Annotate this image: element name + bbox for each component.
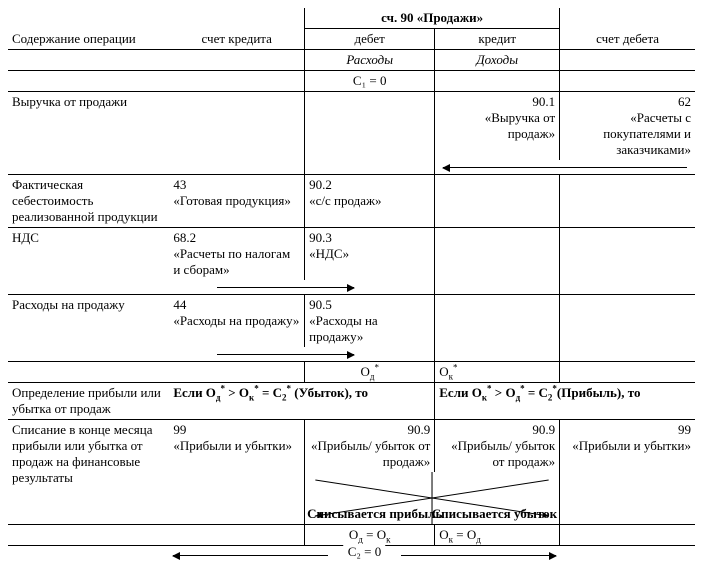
c2-zero: С₂ = 0 <box>344 544 386 560</box>
vat-credit-name: «Расчеты по налогам и сборам» <box>173 246 290 277</box>
vat-credit-num: 68.2 <box>173 230 196 245</box>
cost-credit-name: «Готовая продукция» <box>173 193 291 208</box>
row-writeoff: Списание в конце месяца прибыли или убыт… <box>8 420 695 473</box>
row-revenue: Выручка от продажи 90.1 «Выручка от прод… <box>8 92 695 161</box>
revenue-debit-acct-num: 62 <box>678 94 691 109</box>
op-cost: Фактическая себестоимость реализованной … <box>8 175 169 228</box>
expenses-label: Расходы <box>305 50 435 71</box>
revenue-debit-acct-name: «Расчеты с покупателями и заказчиками» <box>603 110 691 157</box>
op-sellexp: Расходы на продажу <box>8 295 169 348</box>
row-footer-eq: Oд = Oк Oк = Oд <box>8 525 695 546</box>
accounting-table: сч. 90 «Продажи» Содержание операции сче… <box>8 8 695 564</box>
col-debit: дебет <box>305 29 435 50</box>
op-vat: НДС <box>8 228 169 281</box>
op-revenue: Выручка от продажи <box>8 92 169 161</box>
writeoff-credit-name2: «Прибыль/ убыток от продаж» <box>451 438 555 469</box>
writeoff-credit-name: «Прибыли и убытки» <box>173 438 292 453</box>
revenue-credit-name: «Выручка от продаж» <box>485 110 555 141</box>
writeoff-debit-name: «Прибыль/ убыток от продаж» <box>311 438 430 469</box>
col-credit-acct: счет кредита <box>169 29 304 50</box>
col-operation: Содержание операции <box>8 29 169 50</box>
vat-debit-name: «НДС» <box>309 246 349 261</box>
account-title: сч. 90 «Продажи» <box>305 8 560 29</box>
writeoff-debit-acct-num: 99 <box>678 422 691 437</box>
income-label: Доходы <box>435 50 560 71</box>
writeoff-credit-sub2: 90.9 <box>532 422 555 437</box>
loss-condition: Если Oд* > Oк* = С2* (Убыток), то <box>169 383 434 420</box>
row-sell-exp: Расходы на продажу 44 «Расходы на продаж… <box>8 295 695 348</box>
row-cost: Фактическая себестоимость реализованной … <box>8 175 695 228</box>
row-profit-det: Определение прибыли или убытка от продаж… <box>8 383 695 420</box>
op-writeoff: Списание в конце месяца прибыли или убыт… <box>8 420 169 525</box>
header-row-2: Содержание операции счет кредита дебет к… <box>8 29 695 50</box>
writeoff-credit-num: 99 <box>173 422 186 437</box>
op-profit-det: Определение прибыли или убытка от продаж <box>8 383 169 420</box>
cost-credit-num: 43 <box>173 177 186 192</box>
profit-condition: Если Oк* > Oд* = С2*(Прибыль), то <box>435 383 695 420</box>
col-debit-acct: счет дебета <box>560 29 695 50</box>
writeoff-debit-acct-name: «Прибыли и убытки» <box>572 438 691 453</box>
write-loss-label: Списывается убыток <box>432 506 557 522</box>
row-vat: НДС 68.2 «Расчеты по налогам и сборам» 9… <box>8 228 695 281</box>
header-row-1: сч. 90 «Продажи» <box>8 8 695 29</box>
sellexp-credit-name: «Расходы на продажу» <box>173 313 299 328</box>
sellexp-debit-sub: 90.5 <box>309 297 332 312</box>
header-row-3: Расходы Доходы <box>8 50 695 71</box>
row-turnover: Oд* Oк* <box>8 362 695 383</box>
row-c2: С₂ = 0 <box>8 546 695 565</box>
cost-debit-sub: 90.2 <box>309 177 332 192</box>
vat-debit-sub: 90.3 <box>309 230 332 245</box>
header-row-4: С₁ = 0 <box>8 71 695 92</box>
col-credit: кредит <box>435 29 560 50</box>
sellexp-credit-num: 44 <box>173 297 186 312</box>
sellexp-debit-name: «Расходы на продажу» <box>309 313 378 344</box>
writeoff-debit-sub: 90.9 <box>408 422 431 437</box>
revenue-credit-sub: 90.1 <box>532 94 555 109</box>
write-profit-label: Списывается прибыль <box>307 506 442 522</box>
cost-debit-name: «с/с продаж» <box>309 193 381 208</box>
cross-arrows: Списывается прибыль Списывается убыток <box>305 472 559 524</box>
c1-zero: С₁ = 0 <box>305 71 435 92</box>
